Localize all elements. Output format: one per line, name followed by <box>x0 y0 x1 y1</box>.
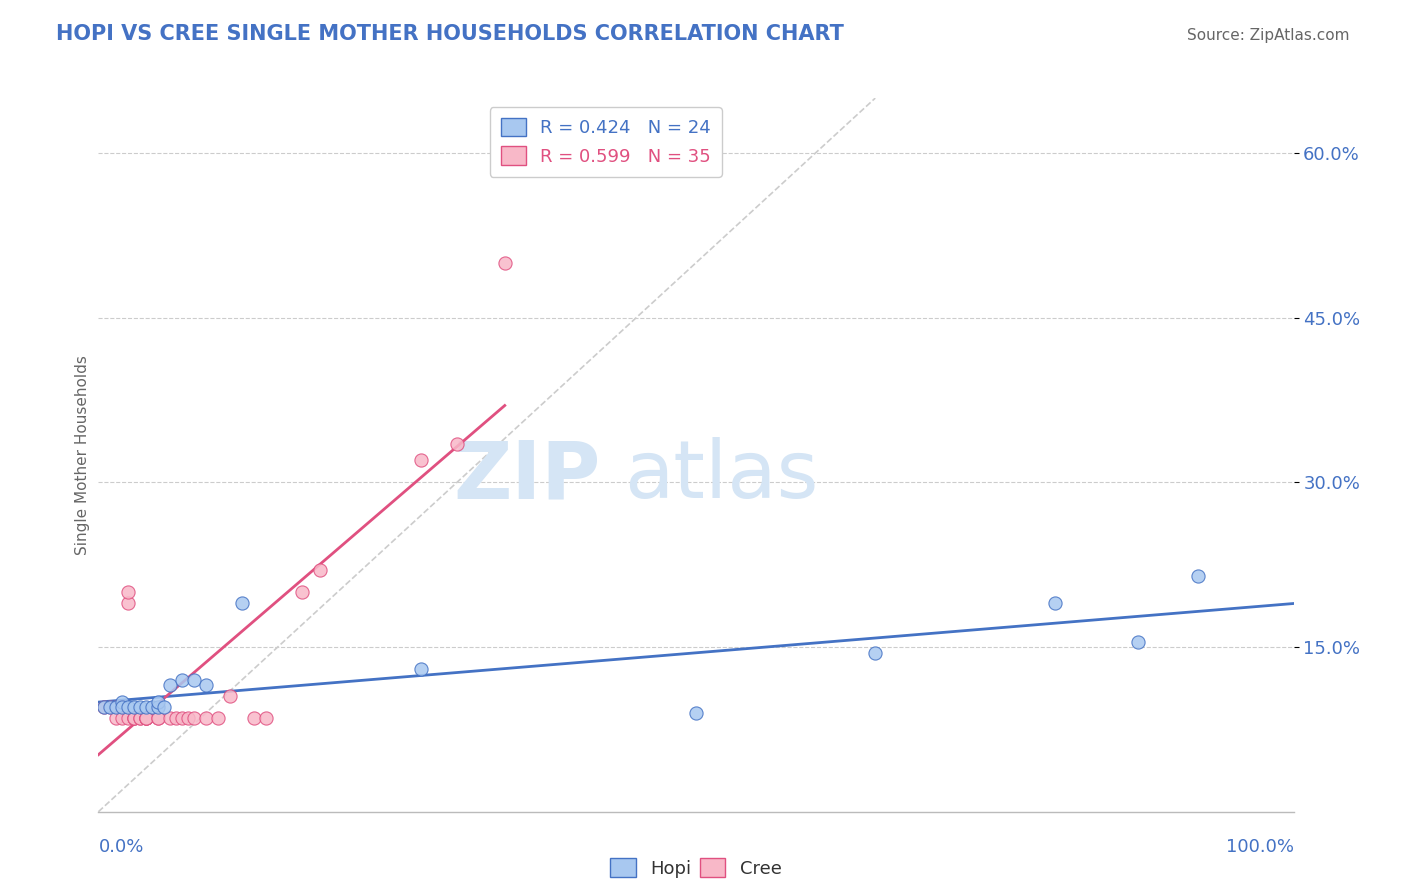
Point <box>183 673 205 687</box>
Text: 100.0%: 100.0% <box>1226 838 1294 855</box>
Legend: Hopi, Cree: Hopi, Cree <box>603 851 789 885</box>
Point <box>117 711 139 725</box>
Point <box>124 711 146 725</box>
Point <box>111 695 134 709</box>
Point <box>117 700 139 714</box>
Point <box>243 711 266 725</box>
Point <box>863 646 886 660</box>
Text: 0.0%: 0.0% <box>98 838 143 855</box>
Point <box>254 711 277 725</box>
Point <box>685 706 707 720</box>
Point <box>93 700 115 714</box>
Point <box>135 711 157 725</box>
Point <box>194 711 217 725</box>
Point <box>172 711 194 725</box>
Point <box>153 700 176 714</box>
Point <box>135 711 157 725</box>
Point <box>124 711 146 725</box>
Text: HOPI VS CREE SINGLE MOTHER HOUSEHOLDS CORRELATION CHART: HOPI VS CREE SINGLE MOTHER HOUSEHOLDS CO… <box>56 24 844 44</box>
Point <box>111 700 134 714</box>
Point <box>129 711 152 725</box>
Point <box>290 585 312 599</box>
Point <box>135 700 157 714</box>
Point <box>105 700 128 714</box>
Point <box>308 563 330 577</box>
Point <box>135 711 157 725</box>
Point <box>117 585 139 599</box>
Point <box>129 700 152 714</box>
Point <box>207 711 229 725</box>
Point <box>98 700 122 714</box>
Point <box>148 695 170 709</box>
Point <box>148 700 170 714</box>
Point <box>159 711 181 725</box>
Point <box>111 700 134 714</box>
Text: atlas: atlas <box>624 437 818 516</box>
Point <box>159 678 181 692</box>
Y-axis label: Single Mother Households: Single Mother Households <box>75 355 90 555</box>
Point <box>141 700 163 714</box>
Point <box>98 700 122 714</box>
Point <box>124 711 146 725</box>
Point <box>1128 634 1150 648</box>
Point <box>194 678 217 692</box>
Point <box>117 596 139 610</box>
Text: Source: ZipAtlas.com: Source: ZipAtlas.com <box>1187 29 1350 43</box>
Point <box>165 711 187 725</box>
Point <box>124 700 146 714</box>
Point <box>129 711 152 725</box>
Point <box>105 711 128 725</box>
Point <box>446 437 468 451</box>
Point <box>148 711 170 725</box>
Point <box>172 673 194 687</box>
Point <box>93 700 115 714</box>
Point <box>177 711 200 725</box>
Point <box>1043 596 1066 610</box>
Point <box>148 711 170 725</box>
Point <box>1187 568 1209 582</box>
Point <box>231 596 253 610</box>
Point <box>111 711 134 725</box>
Point <box>219 690 242 704</box>
Point <box>105 700 128 714</box>
Point <box>135 711 157 725</box>
Point <box>411 453 433 467</box>
Point <box>494 256 516 270</box>
Text: ZIP: ZIP <box>453 437 600 516</box>
Point <box>183 711 205 725</box>
Point <box>411 662 433 676</box>
